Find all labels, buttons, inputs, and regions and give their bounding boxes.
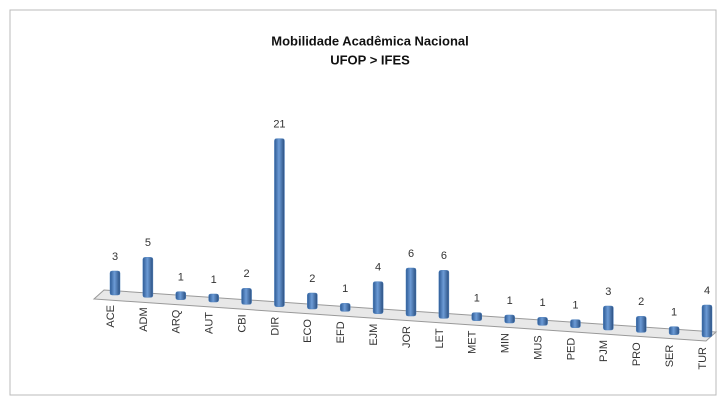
x-tick-label: DIR (269, 317, 281, 336)
data-label: 2 (638, 296, 644, 308)
bar (405, 267, 417, 317)
data-label: 21 (273, 119, 285, 131)
x-tick-label: TUR (697, 347, 709, 370)
bar (208, 293, 219, 303)
data-label: 6 (408, 248, 414, 260)
x-tick-label: MUS (532, 335, 544, 359)
bar (668, 326, 680, 335)
chart-title: Mobilidade Acadêmica Nacional (271, 33, 468, 48)
bar (570, 319, 581, 328)
bar (339, 303, 351, 312)
x-tick-label: SER (664, 345, 676, 368)
x-tick-label: PJM (598, 340, 610, 362)
bar (635, 316, 647, 333)
data-label: 4 (704, 285, 710, 297)
data-label: 1 (211, 274, 217, 286)
bar (307, 292, 318, 310)
data-label: 1 (474, 293, 480, 305)
x-tick-label: MET (467, 330, 479, 354)
data-label: 1 (507, 295, 513, 307)
data-label: 6 (441, 250, 447, 262)
bar (438, 270, 450, 319)
x-tick-label: ADM (138, 307, 150, 331)
bar (504, 314, 515, 324)
x-tick-label: LET (434, 328, 446, 348)
x-tick-label: PRO (631, 342, 643, 366)
x-tick-label: PED (565, 338, 577, 361)
x-tick-label: JOR (401, 326, 413, 348)
x-tick-label: CBI (236, 314, 248, 332)
data-label: 1 (178, 272, 184, 284)
x-tick-label: AUT (204, 312, 216, 334)
bar (274, 138, 285, 307)
x-tick-label: MIN (500, 333, 512, 353)
bar (701, 304, 713, 338)
data-label: 1 (671, 307, 677, 319)
bar (603, 305, 614, 331)
bar (241, 288, 252, 305)
x-tick-label: ECO (302, 319, 314, 343)
bar (142, 257, 154, 298)
x-tick-label: ACE (105, 305, 117, 328)
bar (372, 281, 384, 314)
data-label: 1 (539, 297, 545, 309)
data-label: 2 (243, 268, 249, 280)
data-label: 1 (342, 283, 348, 295)
x-tick-label: EFD (335, 321, 347, 343)
data-label: 2 (309, 273, 315, 285)
data-label: 3 (605, 286, 611, 298)
bar (175, 291, 187, 300)
chart-frame (9, 9, 717, 396)
bar (471, 312, 483, 321)
bar (109, 270, 121, 296)
data-label: 5 (145, 237, 151, 249)
data-label: 1 (572, 300, 578, 312)
data-label: 4 (375, 262, 381, 274)
data-label: 3 (112, 251, 118, 263)
x-tick-label: EJM (368, 324, 380, 346)
bar (537, 317, 548, 326)
chart-subtitle: UFOP > IFES (330, 52, 410, 67)
x-tick-label: ARQ (171, 309, 183, 333)
